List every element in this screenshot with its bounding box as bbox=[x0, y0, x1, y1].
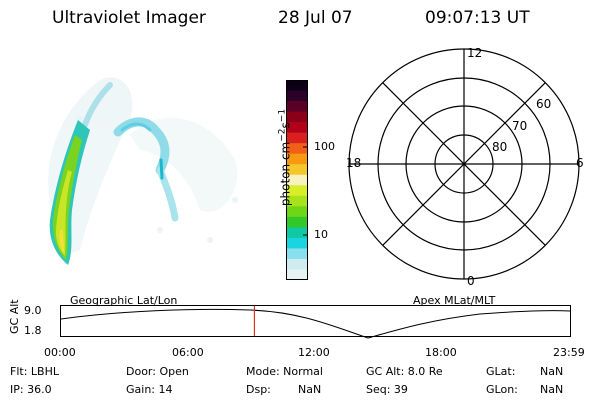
colorbar-band bbox=[286, 122, 308, 134]
info-glat-label: GLat: bbox=[486, 365, 516, 378]
polar-label-0: 0 bbox=[467, 274, 475, 288]
info-door: Door: Open bbox=[126, 365, 189, 378]
colorbar-band bbox=[286, 185, 308, 197]
x-tick-0000: 00:00 bbox=[44, 346, 76, 359]
colorbar-band bbox=[286, 258, 308, 270]
colorbar-band bbox=[286, 227, 308, 239]
info-glon-value: NaN bbox=[540, 383, 564, 396]
unit-exp-cm: −2 bbox=[277, 128, 288, 142]
app-title: Ultraviolet Imager bbox=[52, 8, 206, 28]
info-gcalt: GC Alt: 8.0 Re bbox=[366, 365, 443, 378]
x-tick-0600: 06:00 bbox=[172, 346, 204, 359]
colorbar-band bbox=[286, 90, 308, 102]
colorbar-band bbox=[286, 216, 308, 228]
timeline-left-label: Geographic Lat/Lon bbox=[70, 294, 178, 307]
polar-ring-60: 60 bbox=[536, 97, 552, 111]
colorbar-band bbox=[286, 237, 308, 249]
unit-base: photon cm bbox=[278, 141, 293, 207]
x-tick-2359: 23:59 bbox=[553, 346, 585, 359]
date-display: 28 Jul 07 bbox=[278, 8, 353, 28]
color-scale-frame bbox=[286, 80, 308, 280]
colorbar-band bbox=[286, 248, 308, 260]
timeline-axis-title: GC Alt bbox=[8, 299, 21, 334]
time-display: 09:07:13 UT bbox=[425, 8, 530, 28]
unit-s: s bbox=[278, 122, 293, 129]
colorbar-band bbox=[286, 164, 308, 176]
x-tick-1800: 18:00 bbox=[425, 346, 457, 359]
timeline-y-bottom: 1.8 bbox=[24, 324, 42, 337]
timeline-plot bbox=[60, 305, 571, 339]
info-dsp-value: NaN bbox=[298, 383, 322, 396]
colorbar-band bbox=[286, 195, 308, 207]
colorbar-band bbox=[286, 174, 308, 186]
colorbar-band bbox=[286, 80, 308, 92]
timeline-right-label: Apex MLat/MLT bbox=[413, 294, 496, 307]
altitude-curve bbox=[60, 308, 571, 339]
info-dsp-label: Dsp: bbox=[246, 383, 271, 396]
info-ip: IP: 36.0 bbox=[10, 383, 52, 396]
polar-ring-70: 70 bbox=[512, 119, 528, 133]
timeline-y-top: 9.0 bbox=[24, 304, 42, 317]
unit-exp-s: −1 bbox=[277, 108, 288, 123]
info-mode: Mode: Normal bbox=[246, 365, 323, 378]
info-glon-label: GLon: bbox=[486, 383, 518, 396]
colorbar-band bbox=[286, 101, 308, 113]
polar-mlt-grid bbox=[348, 48, 580, 280]
polar-label-18: 18 bbox=[346, 156, 362, 170]
color-scale-bar bbox=[286, 80, 308, 280]
colorbar-unit-label: photon cm−2s−1 bbox=[278, 98, 293, 218]
polar-label-6: 6 bbox=[576, 156, 584, 170]
info-flt: Flt: LBHL bbox=[10, 365, 59, 378]
colorbar-band bbox=[286, 153, 308, 165]
colorbar-band bbox=[286, 143, 308, 155]
colorbar-band bbox=[286, 111, 308, 123]
colorbar-tick-10: 10 bbox=[314, 228, 328, 241]
colorbar-tick-100: 100 bbox=[314, 140, 335, 153]
polar-label-12: 12 bbox=[467, 46, 483, 60]
colorbar-band bbox=[286, 269, 308, 280]
polar-ring-80: 80 bbox=[492, 140, 508, 154]
auroral-image bbox=[48, 77, 238, 265]
info-gain: Gain: 14 bbox=[126, 383, 173, 396]
info-seq: Seq: 39 bbox=[366, 383, 408, 396]
info-glat-value: NaN bbox=[540, 365, 564, 378]
colorbar-band bbox=[286, 132, 308, 144]
x-tick-1200: 12:00 bbox=[298, 346, 330, 359]
colorbar-band bbox=[286, 206, 308, 218]
